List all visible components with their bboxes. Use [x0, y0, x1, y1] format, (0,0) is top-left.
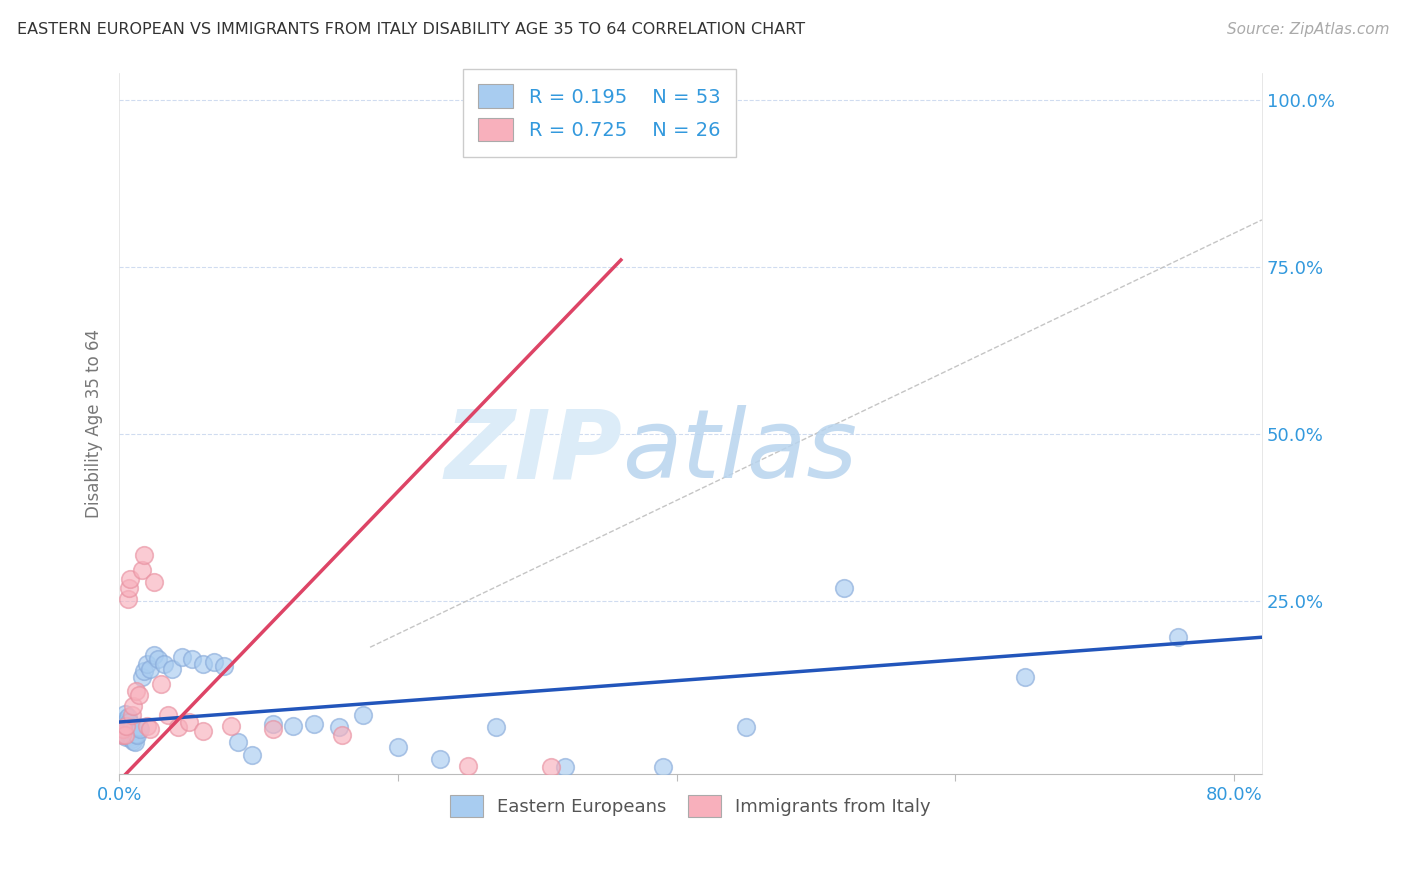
Point — [139, 722, 162, 736]
Point — [127, 728, 149, 742]
Text: atlas: atlas — [621, 405, 858, 498]
Y-axis label: Disability Age 35 to 64: Disability Age 35 to 64 — [86, 329, 103, 518]
Point — [120, 722, 142, 736]
Point — [177, 714, 200, 729]
Point — [832, 582, 855, 596]
Point — [134, 664, 156, 678]
Point — [148, 652, 170, 666]
Point — [121, 720, 143, 734]
Point — [330, 728, 353, 742]
Point — [143, 648, 166, 663]
Point — [122, 723, 145, 738]
Point — [170, 650, 193, 665]
Point — [328, 720, 350, 734]
Point — [262, 717, 284, 731]
Point — [554, 760, 576, 774]
Point — [1167, 630, 1189, 644]
Point — [202, 655, 225, 669]
Point — [115, 727, 138, 741]
Point — [128, 689, 150, 703]
Point — [484, 720, 506, 734]
Point — [150, 677, 173, 691]
Point — [128, 720, 150, 734]
Point — [114, 723, 136, 738]
Point — [124, 735, 146, 749]
Point — [160, 662, 183, 676]
Point — [117, 592, 139, 607]
Point — [387, 740, 409, 755]
Point — [115, 714, 138, 729]
Point — [112, 722, 135, 736]
Point — [219, 719, 242, 733]
Point — [139, 662, 162, 676]
Point — [262, 722, 284, 736]
Point — [117, 720, 139, 734]
Text: ZIP: ZIP — [444, 405, 621, 498]
Point — [115, 719, 138, 733]
Point — [118, 714, 141, 729]
Point — [651, 760, 673, 774]
Point — [134, 548, 156, 562]
Point — [112, 714, 135, 728]
Point — [166, 720, 188, 734]
Point — [226, 735, 249, 749]
Point — [457, 759, 479, 773]
Point — [153, 657, 176, 671]
Point — [120, 731, 142, 745]
Point — [117, 710, 139, 724]
Point — [180, 652, 202, 666]
Point — [118, 582, 141, 596]
Point — [131, 564, 153, 578]
Point — [115, 731, 138, 745]
Point — [212, 659, 235, 673]
Point — [112, 728, 135, 742]
Point — [121, 732, 143, 747]
Text: Source: ZipAtlas.com: Source: ZipAtlas.com — [1226, 22, 1389, 37]
Point — [114, 728, 136, 742]
Point — [304, 717, 326, 731]
Point — [110, 717, 132, 731]
Point — [735, 720, 758, 734]
Point — [122, 733, 145, 747]
Point — [283, 719, 305, 733]
Point — [136, 719, 159, 733]
Point — [121, 708, 143, 723]
Point — [157, 708, 180, 723]
Point — [125, 727, 148, 741]
Point — [540, 760, 562, 774]
Point — [111, 723, 134, 738]
Point — [191, 657, 214, 671]
Legend: Eastern Europeans, Immigrants from Italy: Eastern Europeans, Immigrants from Italy — [443, 789, 938, 825]
Point — [429, 752, 451, 766]
Point — [125, 683, 148, 698]
Point — [131, 670, 153, 684]
Point — [352, 708, 374, 723]
Point — [240, 748, 263, 763]
Point — [118, 725, 141, 739]
Point — [143, 574, 166, 589]
Text: EASTERN EUROPEAN VS IMMIGRANTS FROM ITALY DISABILITY AGE 35 TO 64 CORRELATION CH: EASTERN EUROPEAN VS IMMIGRANTS FROM ITAL… — [17, 22, 806, 37]
Point — [120, 572, 142, 586]
Point — [114, 706, 136, 721]
Point — [1014, 670, 1036, 684]
Point — [191, 723, 214, 738]
Point — [129, 722, 152, 736]
Point — [122, 698, 145, 713]
Point — [111, 728, 134, 742]
Point — [136, 657, 159, 671]
